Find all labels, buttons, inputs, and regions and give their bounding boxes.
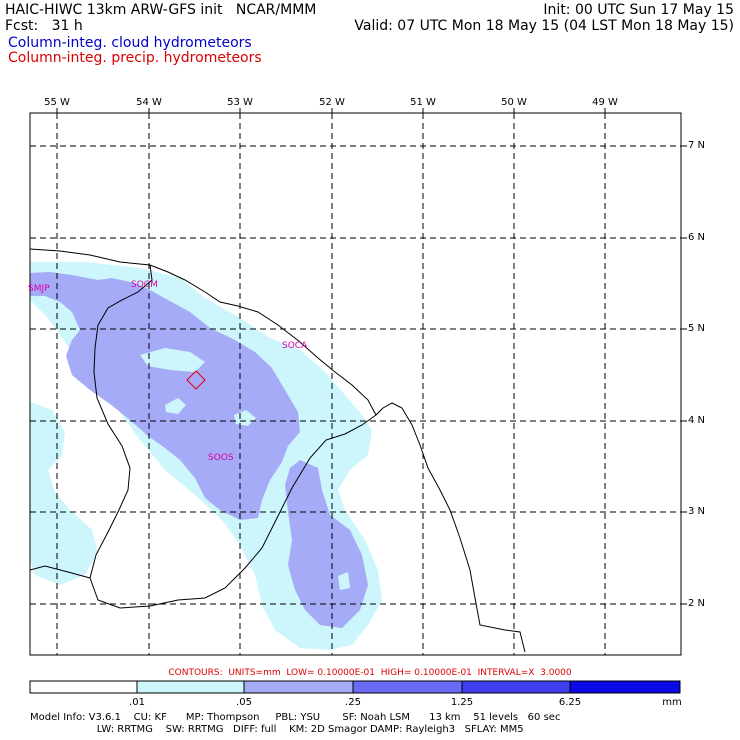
lat-ticks bbox=[681, 145, 687, 605]
colorbar-label-1: .05 bbox=[236, 697, 252, 708]
field-label-cloud: Column-integ. cloud hydrometeors bbox=[8, 35, 252, 51]
model-info-line1: Model Info: V3.6.1 CU: KF MP: Thompson P… bbox=[30, 712, 561, 723]
station-label-smjp: SMJP bbox=[28, 284, 50, 294]
lon-label-55w: 55 W bbox=[44, 97, 70, 108]
target-marker bbox=[186, 370, 206, 390]
field-label-precip: Column-integ. precip. hydrometeors bbox=[8, 50, 262, 66]
contours-info: CONTOURS: UNITS=mm LOW= 0.10000E-01 HIGH… bbox=[168, 668, 572, 678]
colorbar-label-2: .25 bbox=[345, 697, 361, 708]
lon-label-51w: 51 W bbox=[410, 97, 436, 108]
map-frame bbox=[29, 112, 682, 656]
lat-label-5n: 5 N bbox=[688, 323, 706, 334]
plot-title: HAIC-HIWC 13km ARW-GFS init NCAR/MMM bbox=[5, 2, 317, 18]
colorbar-label-0: .01 bbox=[129, 697, 145, 708]
valid-time: Valid: 07 UTC Mon 18 May 15 (04 LST Mon … bbox=[354, 18, 734, 34]
colorbar bbox=[29, 680, 681, 694]
station-label-socm: SOCM bbox=[131, 280, 158, 290]
init-time: Init: 00 UTC Sun 17 May 15 bbox=[543, 2, 734, 18]
colorbar-unit: mm bbox=[662, 697, 682, 708]
lon-label-53w: 53 W bbox=[227, 97, 253, 108]
lat-lon-grid bbox=[30, 113, 681, 655]
lon-ticks bbox=[56, 108, 606, 113]
colorbar-label-4: 6.25 bbox=[558, 697, 582, 708]
lat-label-7n: 7 N bbox=[688, 140, 706, 151]
lon-label-49w: 49 W bbox=[592, 97, 618, 108]
lat-label-4n: 4 N bbox=[688, 415, 706, 426]
station-label-soca: SOCA bbox=[282, 341, 308, 351]
lon-label-50w: 50 W bbox=[501, 97, 527, 108]
forecast-hour: Fcst: 31 h bbox=[5, 18, 83, 34]
model-info-line2: LW: RRTMG SW: RRTMG DIFF: full KM: 2D Sm… bbox=[30, 724, 524, 735]
colorbar-label-3: 1.25 bbox=[450, 697, 474, 708]
station-label-soos: SOOS bbox=[208, 453, 234, 463]
lon-label-54w: 54 W bbox=[136, 97, 162, 108]
lat-label-2n: 2 N bbox=[688, 598, 706, 609]
lat-label-3n: 3 N bbox=[688, 506, 706, 517]
lat-label-6n: 6 N bbox=[688, 232, 706, 243]
lon-label-52w: 52 W bbox=[319, 97, 345, 108]
